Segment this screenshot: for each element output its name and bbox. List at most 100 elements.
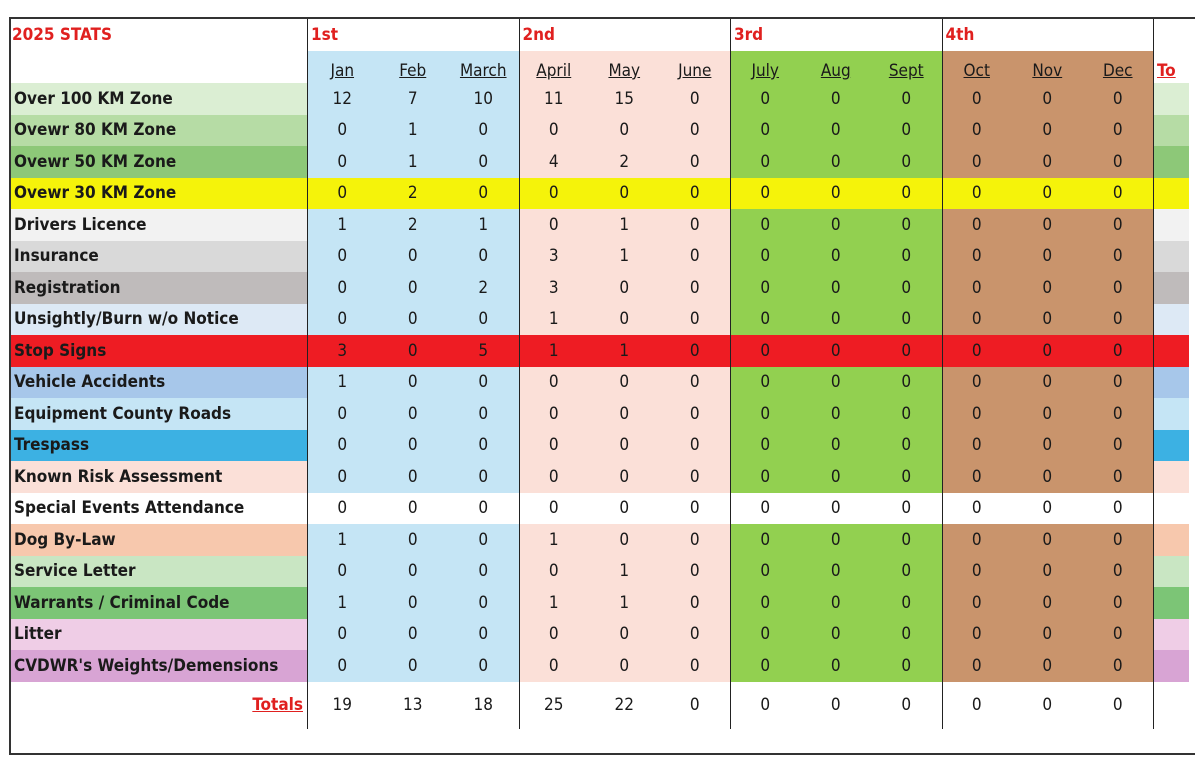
- table-cell[interactable]: 7: [377, 83, 448, 115]
- table-cell[interactable]: 0: [307, 240, 378, 272]
- table-cell[interactable]: 0: [871, 587, 942, 619]
- row-label[interactable]: Stop Signs: [9, 335, 307, 367]
- table-cell[interactable]: 0: [730, 303, 801, 335]
- table-cell[interactable]: 0: [659, 650, 730, 682]
- quarter-2-header[interactable]: 2nd: [522, 25, 555, 45]
- row-label[interactable]: Litter: [9, 618, 307, 650]
- quarter-4-header[interactable]: 4th: [945, 25, 975, 45]
- table-cell[interactable]: 0: [730, 272, 801, 304]
- table-cell[interactable]: 0: [1082, 209, 1153, 241]
- row-label[interactable]: Service Letter: [9, 555, 307, 587]
- row-total-cell[interactable]: [1153, 177, 1189, 209]
- table-cell[interactable]: 0: [377, 429, 448, 461]
- table-cell[interactable]: 0: [800, 524, 871, 556]
- table-cell[interactable]: 0: [1082, 146, 1153, 178]
- row-label[interactable]: Insurance: [9, 240, 307, 272]
- table-cell[interactable]: 0: [800, 240, 871, 272]
- table-cell[interactable]: 0: [589, 618, 660, 650]
- table-cell[interactable]: 0: [659, 83, 730, 115]
- table-cell[interactable]: 1: [448, 209, 519, 241]
- totals-cell[interactable]: 0: [1112, 695, 1123, 715]
- row-total-cell[interactable]: [1153, 492, 1189, 524]
- table-cell[interactable]: 0: [730, 209, 801, 241]
- table-cell[interactable]: 0: [589, 398, 660, 430]
- table-cell[interactable]: 0: [871, 335, 942, 367]
- table-cell[interactable]: 0: [589, 524, 660, 556]
- table-cell[interactable]: 0: [871, 398, 942, 430]
- table-cell[interactable]: 0: [1082, 461, 1153, 493]
- table-cell[interactable]: 0: [659, 524, 730, 556]
- table-cell[interactable]: 0: [518, 114, 589, 146]
- table-cell[interactable]: 0: [1012, 240, 1083, 272]
- row-total-cell[interactable]: [1153, 398, 1189, 430]
- table-cell[interactable]: 0: [448, 492, 519, 524]
- row-total-cell[interactable]: [1153, 240, 1189, 272]
- row-total-cell[interactable]: [1153, 366, 1189, 398]
- table-cell[interactable]: 0: [871, 272, 942, 304]
- table-cell[interactable]: 0: [307, 492, 378, 524]
- table-cell[interactable]: 2: [377, 209, 448, 241]
- table-cell[interactable]: 0: [377, 335, 448, 367]
- table-cell[interactable]: 0: [589, 429, 660, 461]
- table-cell[interactable]: 0: [1082, 429, 1153, 461]
- table-cell[interactable]: 0: [941, 366, 1012, 398]
- table-cell[interactable]: 0: [307, 177, 378, 209]
- month-header-oct[interactable]: Oct: [941, 51, 1012, 83]
- table-cell[interactable]: 0: [1082, 303, 1153, 335]
- table-cell[interactable]: 0: [377, 398, 448, 430]
- table-cell[interactable]: 0: [800, 492, 871, 524]
- table-cell[interactable]: 0: [941, 240, 1012, 272]
- table-cell[interactable]: 0: [941, 146, 1012, 178]
- row-total-cell[interactable]: [1153, 555, 1189, 587]
- table-cell[interactable]: 0: [1082, 177, 1153, 209]
- month-header-july[interactable]: July: [730, 51, 801, 83]
- table-cell[interactable]: 1: [307, 209, 378, 241]
- table-cell[interactable]: 0: [448, 429, 519, 461]
- table-cell[interactable]: 0: [589, 114, 660, 146]
- table-cell[interactable]: 0: [659, 366, 730, 398]
- table-cell[interactable]: 1: [589, 209, 660, 241]
- table-cell[interactable]: 0: [1082, 587, 1153, 619]
- month-header-jan[interactable]: Jan: [307, 51, 378, 83]
- table-cell[interactable]: 0: [589, 272, 660, 304]
- table-cell[interactable]: 0: [1012, 555, 1083, 587]
- table-cell[interactable]: 0: [941, 272, 1012, 304]
- table-cell[interactable]: 0: [1012, 83, 1083, 115]
- table-cell[interactable]: 0: [448, 114, 519, 146]
- row-label[interactable]: Known Risk Assessment: [9, 461, 307, 493]
- table-cell[interactable]: 0: [730, 114, 801, 146]
- table-cell[interactable]: 1: [589, 335, 660, 367]
- table-cell[interactable]: 0: [307, 146, 378, 178]
- table-cell[interactable]: 0: [800, 114, 871, 146]
- table-cell[interactable]: 0: [377, 618, 448, 650]
- table-cell[interactable]: 0: [730, 618, 801, 650]
- table-cell[interactable]: 0: [659, 240, 730, 272]
- table-cell[interactable]: 0: [307, 398, 378, 430]
- row-label[interactable]: Warrants / Criminal Code: [9, 587, 307, 619]
- table-cell[interactable]: 0: [730, 335, 801, 367]
- table-cell[interactable]: 1: [518, 303, 589, 335]
- table-cell[interactable]: 0: [800, 146, 871, 178]
- table-cell[interactable]: 0: [730, 83, 801, 115]
- table-cell[interactable]: 0: [800, 335, 871, 367]
- totals-cell[interactable]: 0: [1042, 695, 1053, 715]
- totals-cell[interactable]: 0: [971, 695, 982, 715]
- table-cell[interactable]: 0: [1012, 587, 1083, 619]
- table-cell[interactable]: 0: [941, 209, 1012, 241]
- table-cell[interactable]: 0: [800, 366, 871, 398]
- totals-cell[interactable]: 18: [473, 695, 493, 715]
- totals-total-cell[interactable]: [1153, 681, 1189, 729]
- totals-cell[interactable]: 25: [544, 695, 564, 715]
- table-cell[interactable]: 0: [1012, 461, 1083, 493]
- table-cell[interactable]: 0: [307, 555, 378, 587]
- table-cell[interactable]: 1: [518, 524, 589, 556]
- table-cell[interactable]: 2: [448, 272, 519, 304]
- row-total-cell[interactable]: [1153, 303, 1189, 335]
- table-cell[interactable]: 0: [448, 587, 519, 619]
- table-cell[interactable]: 0: [800, 555, 871, 587]
- table-cell[interactable]: 0: [659, 429, 730, 461]
- table-cell[interactable]: 0: [448, 618, 519, 650]
- table-cell[interactable]: 0: [518, 209, 589, 241]
- table-cell[interactable]: 1: [307, 587, 378, 619]
- row-label[interactable]: Trespass: [9, 429, 307, 461]
